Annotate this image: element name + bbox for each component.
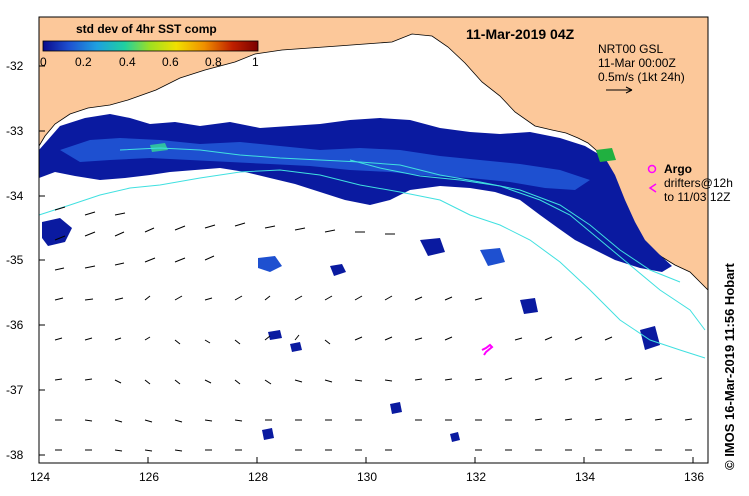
argo-marker xyxy=(647,164,657,174)
current-vectors xyxy=(54,206,693,452)
colorbar-tick: 1 xyxy=(252,55,259,69)
current-legend-scale: 0.5m/s (1kt 24h) xyxy=(598,70,685,84)
drifter-legend-icon xyxy=(648,183,657,193)
x-tick-label: 130 xyxy=(357,470,378,484)
x-tick-label: 126 xyxy=(139,470,160,484)
y-tick-label: -34 xyxy=(6,189,24,203)
current-scale-arrow xyxy=(606,86,633,94)
y-tick-label: -38 xyxy=(6,448,24,462)
y-tick-label: -36 xyxy=(6,318,24,332)
colorbar-tick: 0.8 xyxy=(205,55,222,69)
y-tick-label: -33 xyxy=(6,124,24,138)
x-tick-label: 136 xyxy=(684,470,705,484)
x-tick-label: 128 xyxy=(248,470,269,484)
colorbar-tick: 0.2 xyxy=(75,55,92,69)
plot-frame xyxy=(38,16,709,464)
map-title: 11-Mar-2019 04Z xyxy=(466,26,575,42)
y-tick-label: -37 xyxy=(6,383,24,397)
colorbar-tick: 0.6 xyxy=(162,55,179,69)
argo-label: Argo xyxy=(664,162,692,176)
y-tick-label: -35 xyxy=(6,253,24,267)
drifters-time-label: to 11/03 12Z xyxy=(664,190,731,204)
colorbar-label: std dev of 4hr SST comp xyxy=(76,22,217,36)
colorbar xyxy=(42,40,259,52)
y-tick-marks xyxy=(39,65,45,456)
current-legend-model: NRT00 GSL xyxy=(598,42,664,56)
y-tick-label: -32 xyxy=(6,59,24,73)
drifters-label: drifters@12h xyxy=(664,176,733,190)
x-tick-label: 132 xyxy=(466,470,487,484)
colorbar-tick: 0.4 xyxy=(119,55,136,69)
x-tick-label: 134 xyxy=(575,470,596,484)
current-legend-time: 11-Mar 00:00Z xyxy=(598,56,676,70)
x-tick-label: 124 xyxy=(30,470,51,484)
colorbar-tick: 0 xyxy=(40,55,47,69)
drifter-track xyxy=(481,343,494,356)
sst-contours xyxy=(38,147,706,359)
credit-text: © IMOS 16-Mar-2019 11:56 Hobart xyxy=(722,263,737,470)
x-tick-marks xyxy=(38,457,694,463)
sst-patches xyxy=(39,114,672,442)
